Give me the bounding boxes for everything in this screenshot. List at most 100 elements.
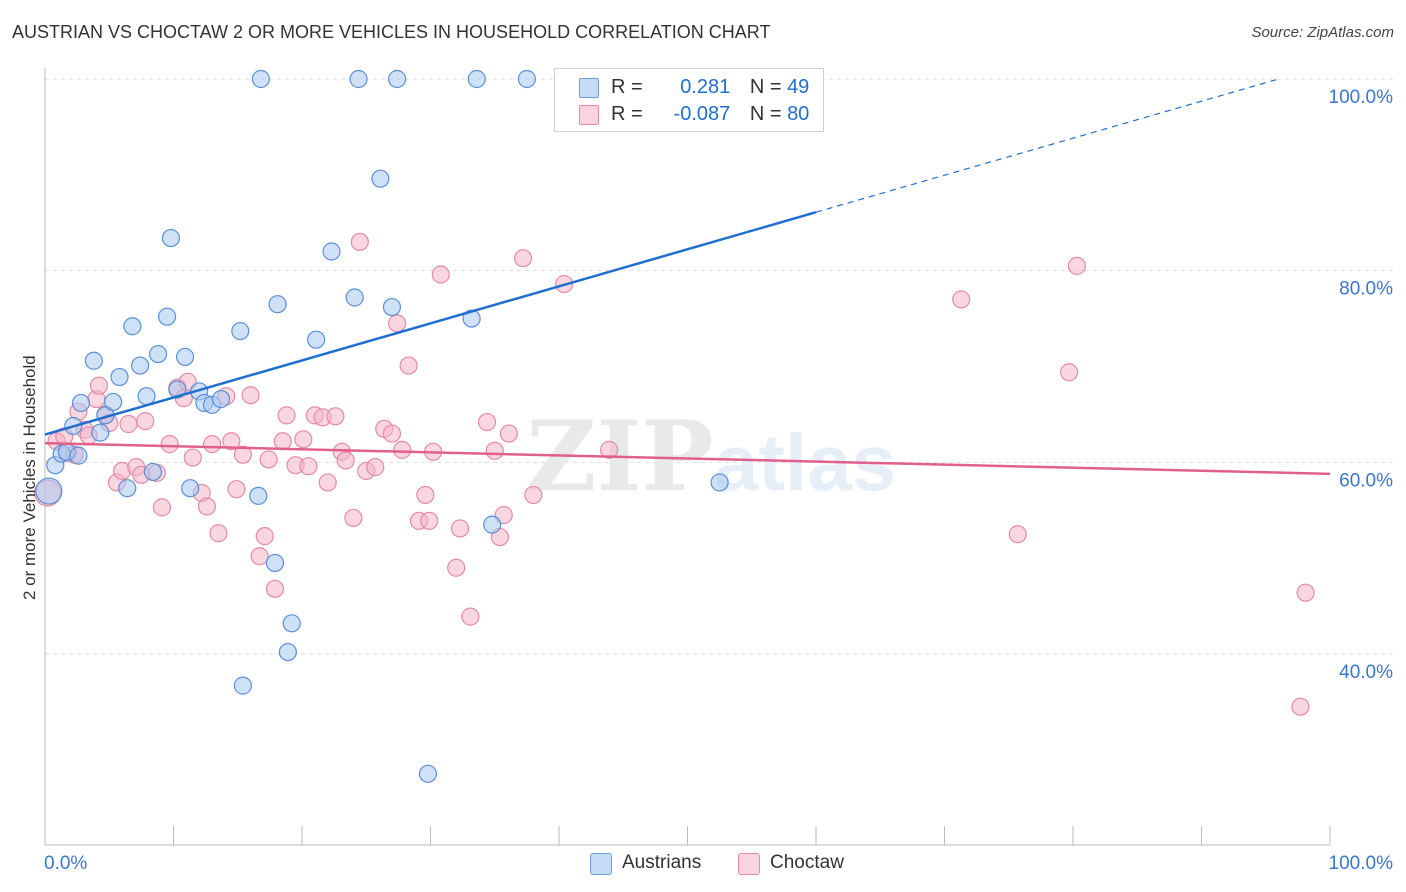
data-point-choctaw — [326, 407, 345, 426]
source-label: Source: ZipAtlas.com — [1251, 24, 1394, 41]
data-point-choctaw — [255, 527, 274, 546]
data-point-choctaw — [119, 414, 138, 434]
x-tick-label: 100.0% — [1329, 853, 1394, 874]
data-point-choctaw — [1060, 363, 1079, 382]
data-point-austrians — [118, 479, 137, 498]
data-point-austrians — [268, 295, 287, 314]
data-point-choctaw — [416, 485, 435, 505]
data-point-austrians — [91, 423, 110, 442]
data-point-austrians — [168, 380, 187, 399]
y-tick-label: 80.0% — [1339, 279, 1393, 300]
data-point-austrians — [249, 486, 268, 505]
data-point-choctaw — [450, 519, 470, 538]
legend-swatch-austrians — [590, 853, 612, 875]
stats-legend: R = 0.281 N = 49 R = -0.087 N = 80 — [554, 68, 824, 132]
data-point-austrians — [137, 387, 156, 406]
data-point-choctaw — [241, 386, 260, 405]
data-point-choctaw — [152, 498, 172, 517]
data-point-austrians — [211, 389, 231, 409]
data-point-austrians — [322, 242, 341, 261]
legend-swatch-austrians — [579, 78, 599, 98]
data-point-austrians — [104, 392, 123, 412]
data-point-austrians — [387, 69, 407, 89]
data-point-choctaw — [209, 524, 228, 543]
data-point-austrians — [265, 553, 285, 573]
data-point-choctaw — [89, 376, 109, 395]
data-point-austrians — [181, 479, 200, 498]
data-point-choctaw — [600, 440, 619, 459]
data-point-choctaw — [393, 440, 412, 459]
data-point-choctaw — [222, 432, 241, 451]
data-point-austrians — [110, 367, 129, 387]
data-point-austrians — [148, 344, 168, 364]
data-point-austrians — [157, 307, 177, 326]
y-tick-label: 60.0% — [1339, 470, 1393, 491]
axes — [44, 68, 1331, 846]
legend-label-choctaw: Choctaw — [770, 852, 844, 873]
data-point-choctaw — [387, 314, 407, 333]
data-point-choctaw — [1291, 697, 1310, 716]
data-point-choctaw — [160, 435, 179, 454]
y-tick-label: 100.0% — [1329, 87, 1394, 108]
legend-label-austrians: Austrians — [622, 852, 702, 873]
data-point-choctaw — [318, 473, 337, 492]
data-point-austrians — [175, 347, 195, 367]
data-point-choctaw — [952, 290, 971, 309]
data-point-choctaw — [485, 441, 504, 460]
y-tick-label: 40.0% — [1339, 662, 1393, 683]
legend-swatch-choctaw — [579, 105, 599, 125]
data-point-choctaw — [431, 265, 450, 284]
data-point-choctaw — [202, 435, 222, 454]
data-point-choctaw — [477, 412, 497, 432]
legend-r-label: R = — [611, 76, 643, 98]
x-tick-label: 0.0% — [44, 853, 87, 874]
trend-lines — [44, 78, 1331, 476]
legend-swatch-choctaw — [738, 853, 760, 875]
data-point-austrians — [418, 764, 438, 783]
chart-title: AUSTRIAN VS CHOCTAW 2 OR MORE VEHICLES I… — [12, 22, 771, 42]
tick-labels: 40.0% 60.0% 80.0% 100.0% 0.0% 100.0% — [44, 87, 1393, 874]
data-point-choctaw — [294, 430, 313, 449]
data-point-choctaw — [1296, 583, 1315, 602]
legend-n-value: 80 — [787, 103, 810, 125]
data-point-choctaw — [499, 424, 518, 443]
data-point-choctaw — [1008, 525, 1027, 544]
data-point-austrians — [462, 309, 481, 328]
data-point-choctaw — [183, 448, 202, 467]
data-point-austrians — [71, 393, 91, 413]
data-point-austrians — [278, 642, 297, 662]
data-point-austrians — [382, 297, 402, 317]
data-point-austrians — [345, 288, 364, 307]
data-point-austrians — [233, 676, 252, 695]
data-point-austrians — [161, 228, 181, 248]
data-point-choctaw — [136, 412, 155, 431]
legend-r-value: -0.087 — [673, 103, 731, 125]
data-point-austrians — [143, 462, 163, 482]
data-point-choctaw — [265, 579, 285, 598]
data-point-choctaw — [299, 457, 318, 476]
trendline-austrians — [44, 211, 817, 436]
data-point-choctaw — [250, 547, 269, 566]
data-point-austrians — [517, 69, 536, 89]
data-point-austrians — [130, 356, 150, 375]
data-point-austrians — [467, 69, 486, 89]
y-axis-label-text: 2 or more Vehicles in Household — [20, 355, 39, 600]
data-point-choctaw — [273, 432, 292, 451]
data-point-choctaw — [197, 497, 217, 516]
data-point-austrians — [251, 69, 270, 89]
data-point-austrians — [307, 330, 326, 349]
data-point-austrians — [69, 446, 88, 465]
data-point-choctaw — [399, 356, 418, 375]
legend-n-value: 49 — [787, 76, 810, 98]
legend-n-label: N = — [749, 76, 782, 98]
data-point-austrians — [483, 515, 502, 534]
data-point-choctaw — [366, 458, 385, 477]
data-point-choctaw — [1067, 256, 1086, 275]
data-point-austrians — [84, 351, 103, 370]
trendline-choctaw — [44, 441, 1331, 476]
data-point-choctaw — [259, 450, 278, 469]
data-point-austrians — [231, 321, 250, 341]
data-point-choctaw — [336, 451, 355, 470]
data-point-austrians — [123, 317, 142, 336]
